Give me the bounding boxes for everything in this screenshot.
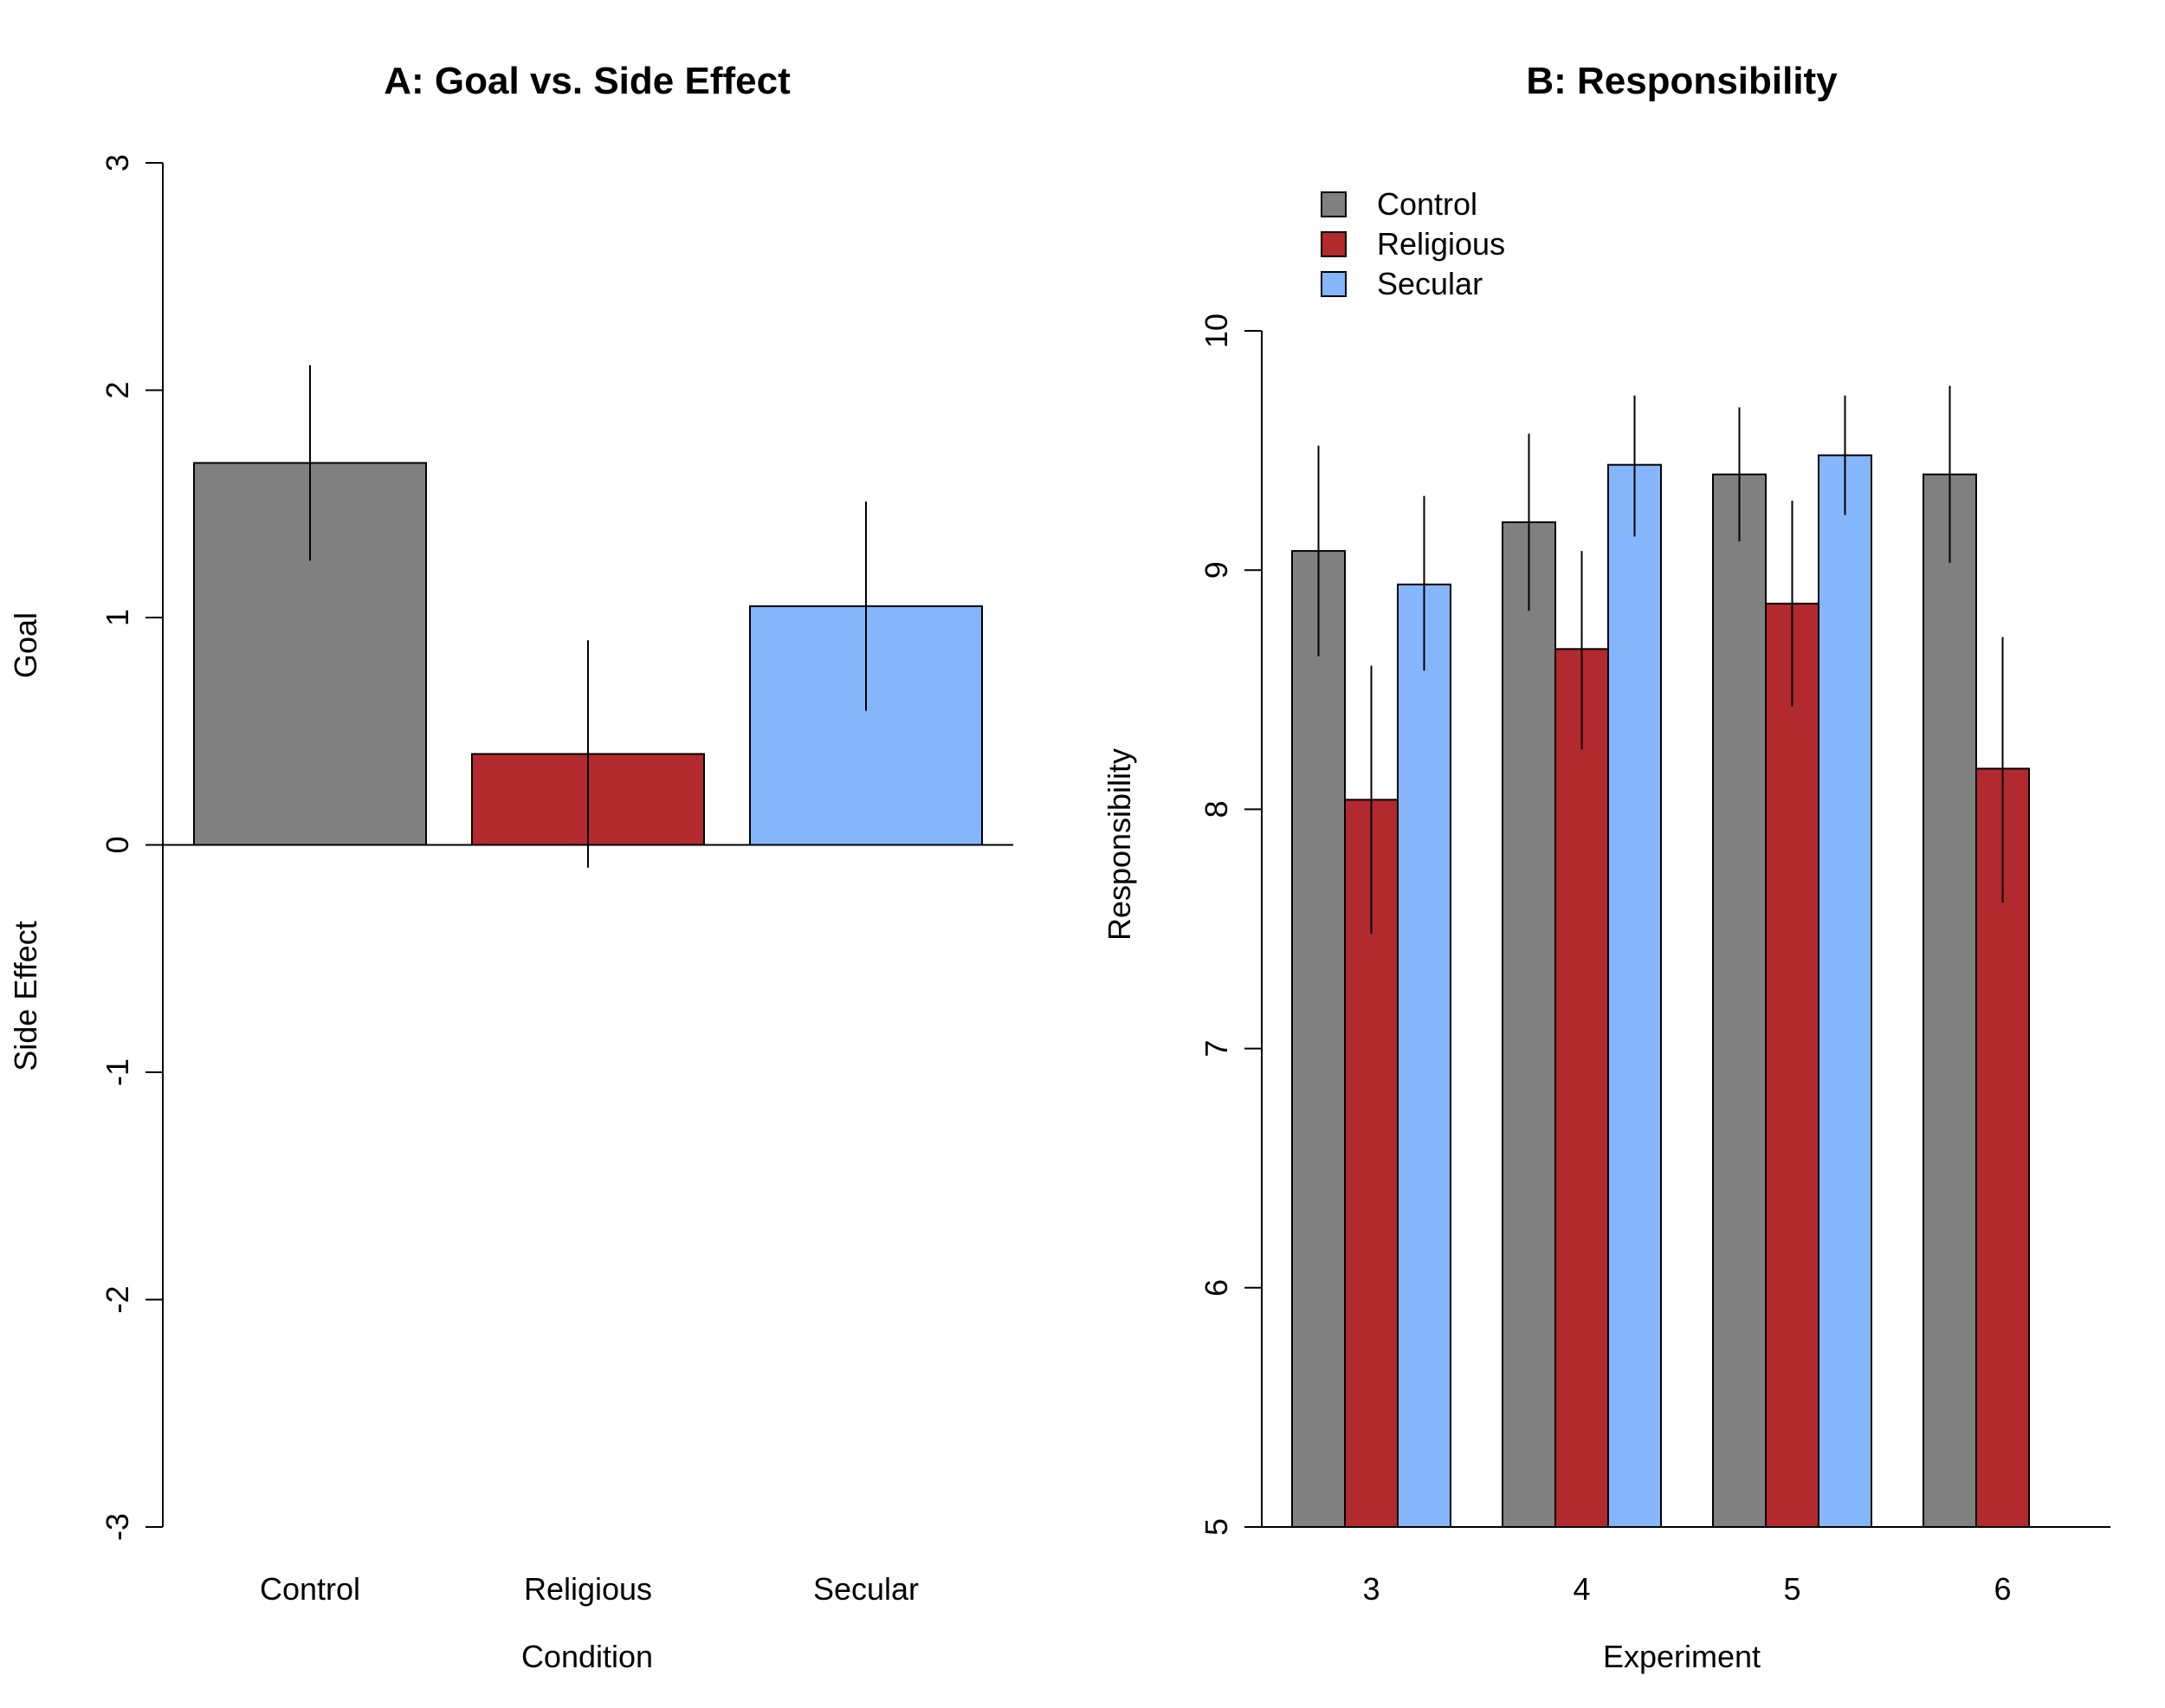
legend-label-religious: Religious (1377, 226, 1505, 262)
bar-control-exp-6 (1923, 473, 1977, 1528)
x-tick-label-exp-3: 3 (1362, 1571, 1380, 1607)
panel-a-bars (163, 365, 1013, 868)
legend-swatch-religious (1321, 231, 1347, 257)
legend-swatch-secular (1321, 271, 1347, 297)
bar-religious-exp-5 (1765, 602, 1819, 1528)
bar-control-exp-5 (1712, 473, 1767, 1528)
panel-a-x-tick-labels: Control Religious Secular (260, 1571, 919, 1607)
panel-a-title: A: Goal vs. Side Effect (384, 60, 791, 102)
panel-b-ylabel: Responsibility (1102, 748, 1137, 941)
panel-b-xlabel: Experiment (1603, 1639, 1761, 1674)
panel-a-y-tick-label-0: -3 (100, 1513, 135, 1541)
panel-b-title: B: Responsibility (1526, 60, 1838, 102)
panel-a-xlabel: Condition (521, 1639, 653, 1674)
x-tick-label-control: Control (260, 1571, 360, 1607)
panel-b-y-tick-label-1: 6 (1199, 1279, 1234, 1297)
legend-swatch-control (1321, 191, 1347, 217)
panel-b-y-tick-label-2: 7 (1199, 1040, 1234, 1058)
bar-secular-exp-3 (1397, 583, 1451, 1528)
panel-a-ylabel-side-effect: Side Effect (8, 921, 43, 1071)
panel-a-y-tick-label-2: -1 (100, 1058, 135, 1086)
panel-b-y-tick-label-0: 5 (1199, 1518, 1234, 1536)
legend-label-control: Control (1377, 186, 1477, 222)
panel-b-bars (1291, 385, 2030, 1529)
panel-b-y-axis: 5 6 7 8 9 10 (1199, 314, 2110, 1536)
panel-a-y-tick-label-3: 0 (100, 836, 135, 853)
panel-a: A: Goal vs. Side Effect Goal Side Effect… (8, 60, 1013, 1674)
x-tick-label-exp-5: 5 (1783, 1571, 1800, 1607)
bar-control-exp-4 (1502, 521, 1556, 1529)
panel-a-y-tick-label-5: 2 (100, 381, 135, 398)
panel-a-ylabel-goal: Goal (8, 612, 43, 678)
panel-b: B: Responsibility Responsibility Experim… (1102, 60, 2110, 1674)
panel-a-y-tick-label-4: 1 (100, 609, 135, 626)
legend-label-secular: Secular (1377, 266, 1483, 301)
bar-secular-exp-5 (1818, 454, 1872, 1528)
x-tick-label-exp-4: 4 (1573, 1571, 1590, 1607)
x-tick-label-exp-6: 6 (1994, 1571, 2011, 1607)
panel-b-y-tick-label-4: 9 (1199, 561, 1234, 579)
panel-a-y-tick-label-1: -2 (100, 1285, 135, 1313)
panel-b-x-tick-labels: 3 4 5 6 (1362, 1571, 2011, 1607)
panel-a-y-tick-label-6: 3 (100, 154, 135, 171)
panel-b-legend: Control Religious Secular (1321, 186, 1505, 301)
x-tick-label-secular: Secular (813, 1571, 919, 1607)
x-tick-label-religious: Religious (524, 1571, 652, 1607)
panel-b-y-tick-label-3: 8 (1199, 800, 1234, 818)
bar-control-exp-3 (1291, 550, 1346, 1528)
panel-b-y-tick-label-5: 10 (1199, 314, 1234, 348)
bar-religious-exp-4 (1554, 648, 1609, 1528)
panel-a-y-axis: -3 -2 -1 0 1 2 3 (100, 154, 164, 1541)
bar-secular-exp-4 (1607, 463, 1662, 1528)
